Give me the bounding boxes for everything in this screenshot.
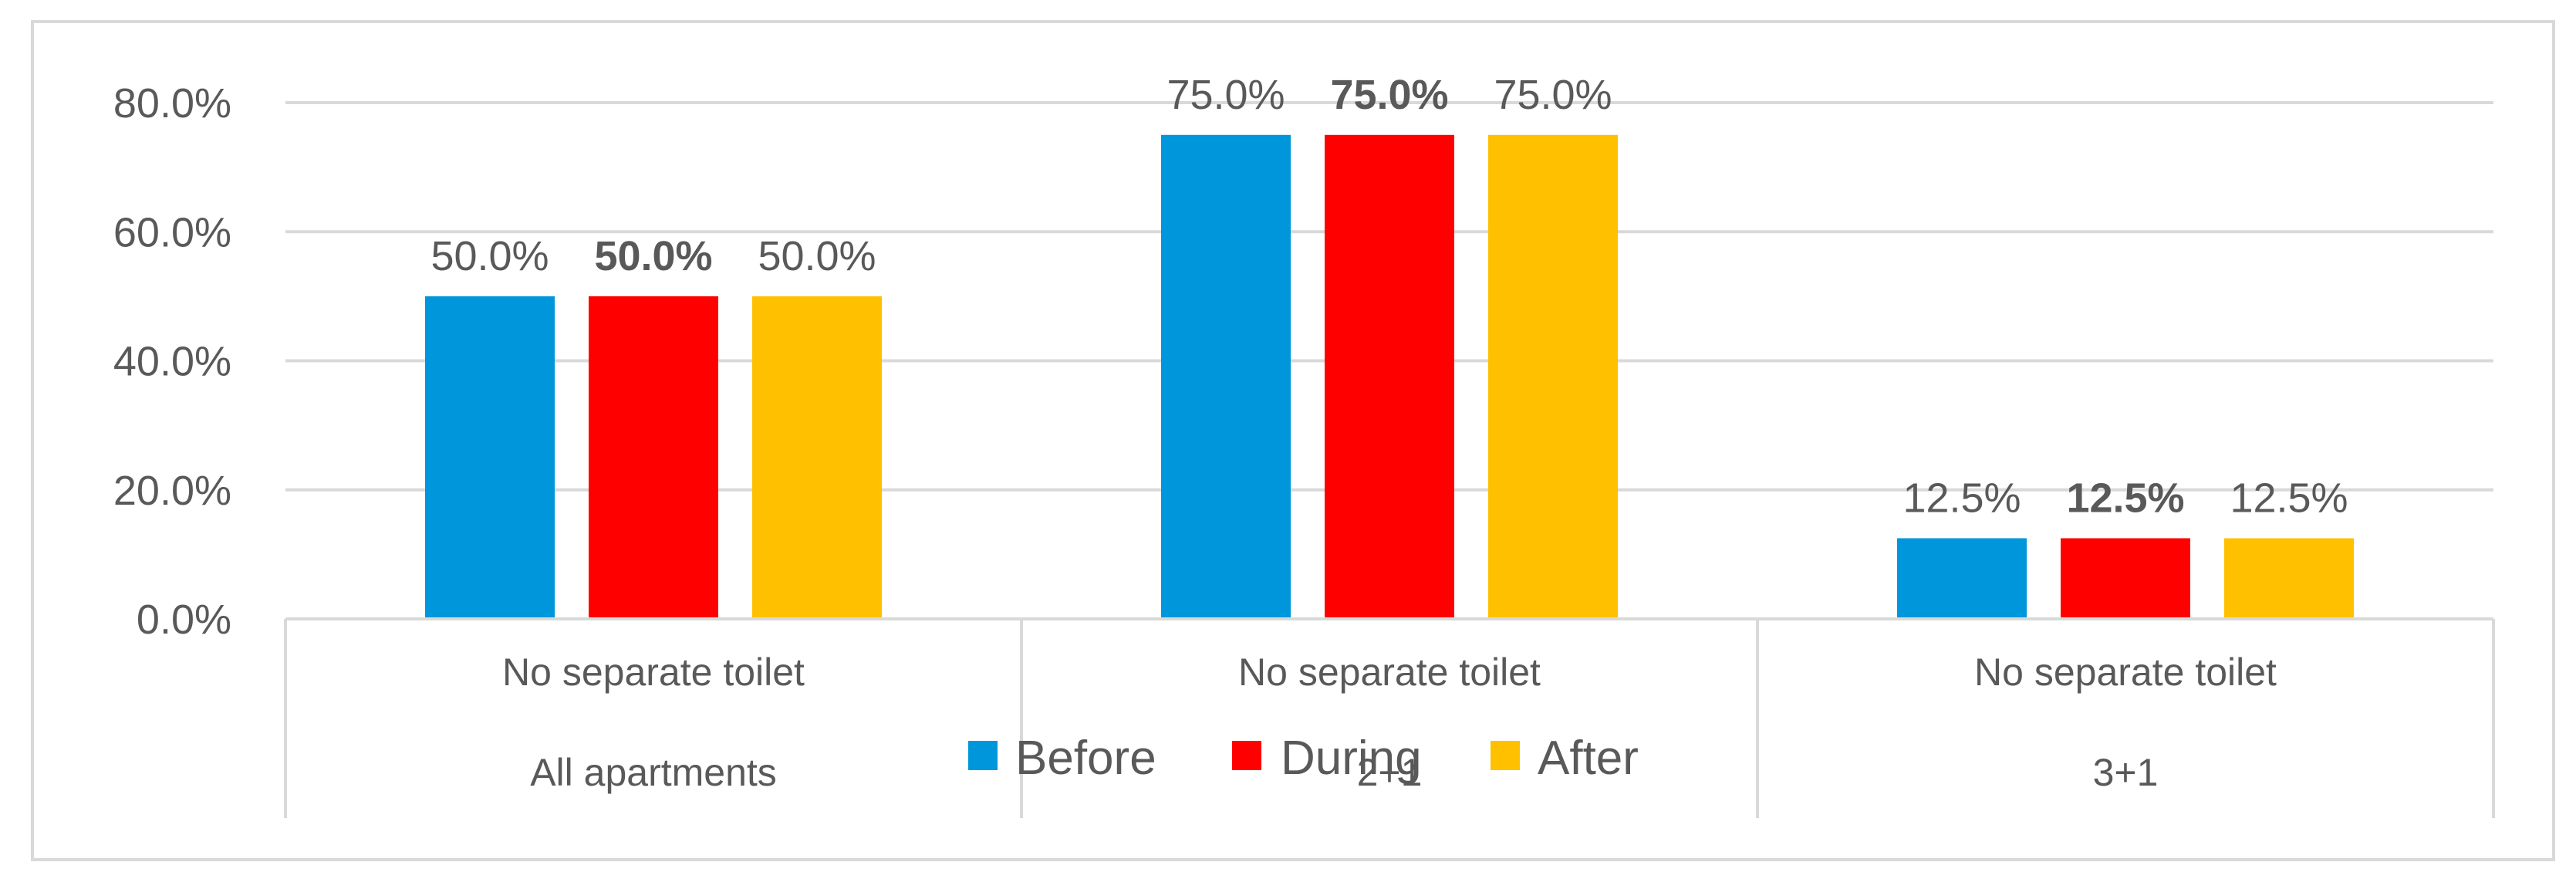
data-label: 50.0%: [430, 233, 549, 279]
bar-after: [1488, 134, 1618, 619]
data-label: 12.5%: [2066, 475, 2184, 521]
bar-after: [752, 296, 882, 619]
legend-swatch-after: [1491, 741, 1520, 770]
bar-during: [589, 296, 718, 619]
bar-before: [1161, 134, 1291, 619]
data-label: 50.0%: [758, 233, 876, 279]
legend-label-during: During: [1281, 732, 1422, 785]
bar-before: [1897, 538, 2027, 619]
x-category-label: No separate toilet: [1238, 651, 1541, 694]
data-label: 75.0%: [1330, 72, 1448, 118]
y-axis: 0.0% 20.0% 40.0% 60.0% 80.0%: [113, 80, 231, 643]
bar-during: [1325, 134, 1454, 619]
y-tick-label: 80.0%: [113, 80, 231, 127]
y-tick-label: 0.0%: [137, 597, 231, 643]
data-labels: 50.0% 50.0% 50.0% 75.0% 75.0% 75.0% 12.5% 12.5%…: [430, 72, 2348, 522]
bars: [425, 134, 2354, 619]
bar-before: [425, 296, 555, 619]
x-group-label: 3+1: [2093, 751, 2159, 794]
legend-swatch-before: [968, 741, 998, 770]
y-tick-label: 40.0%: [113, 339, 231, 385]
data-label: 12.5%: [2230, 475, 2348, 521]
legend-label-after: After: [1538, 732, 1639, 785]
data-label: 50.0%: [594, 233, 712, 279]
bar-during: [2061, 538, 2190, 619]
x-group-label: 2+1: [1357, 751, 1423, 794]
x-category-label: No separate toilet: [1974, 651, 2277, 694]
legend-label-before: Before: [1015, 732, 1156, 785]
data-label: 75.0%: [1494, 72, 1612, 118]
data-label: 12.5%: [1902, 475, 2021, 521]
bar-after: [2224, 538, 2354, 619]
y-tick-label: 20.0%: [113, 468, 231, 514]
x-axis: No separate toilet All apartments No separ…: [284, 617, 2495, 818]
x-group-label: All apartments: [530, 751, 777, 794]
legend-swatch-during: [1232, 741, 1261, 770]
legend: Before During After: [968, 732, 1639, 785]
data-label: 75.0%: [1166, 72, 1285, 118]
y-tick-label: 60.0%: [113, 209, 231, 255]
x-category-label: No separate toilet: [502, 651, 805, 694]
